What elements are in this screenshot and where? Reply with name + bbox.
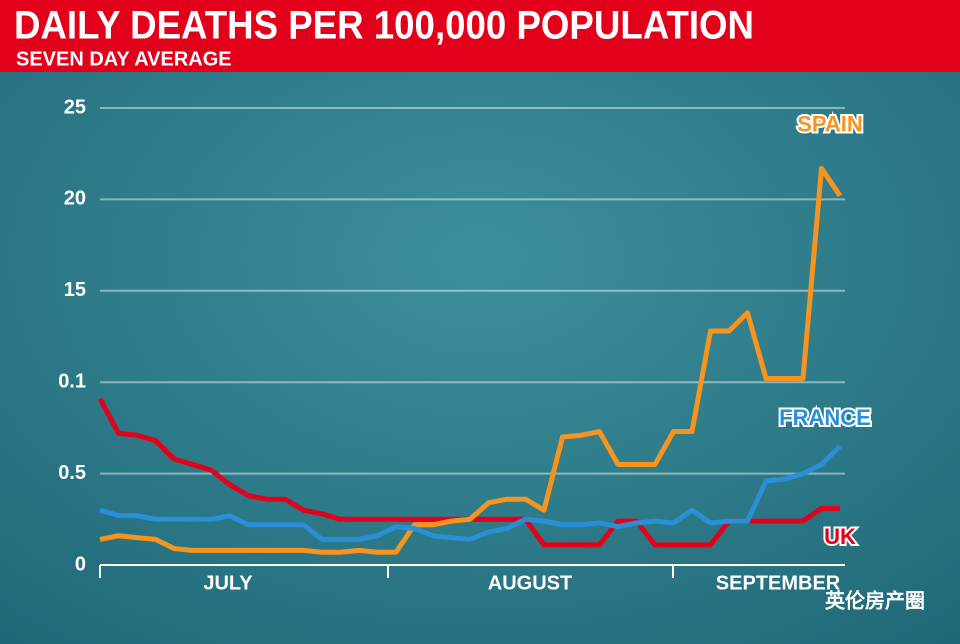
series-label: UK (824, 524, 856, 549)
x-tick-label: SEPTEMBER (716, 572, 841, 594)
y-tick-label: 20 (64, 188, 86, 210)
series-label: FRANCE (779, 405, 871, 430)
y-tick-label: 25 (64, 96, 86, 118)
y-tick-label: 0 (75, 553, 86, 575)
watermark: 英伦房产圈 (825, 588, 925, 612)
x-tick-label: AUGUST (488, 572, 572, 594)
series-line (99, 444, 842, 542)
x-tick-label: JULY (203, 572, 253, 594)
chart-title: DAILY DEATHS PER 100,000 POPULATION (14, 4, 754, 48)
header-band (0, 0, 960, 72)
y-tick-label: 0.5 (58, 462, 86, 484)
y-tick-label: 0.1 (58, 370, 86, 392)
y-tick-label: 15 (64, 279, 86, 301)
chart-subtitle: SEVEN DAY AVERAGE (16, 48, 232, 70)
series-line (99, 165, 843, 555)
series-label: SPAIN (797, 112, 863, 137)
